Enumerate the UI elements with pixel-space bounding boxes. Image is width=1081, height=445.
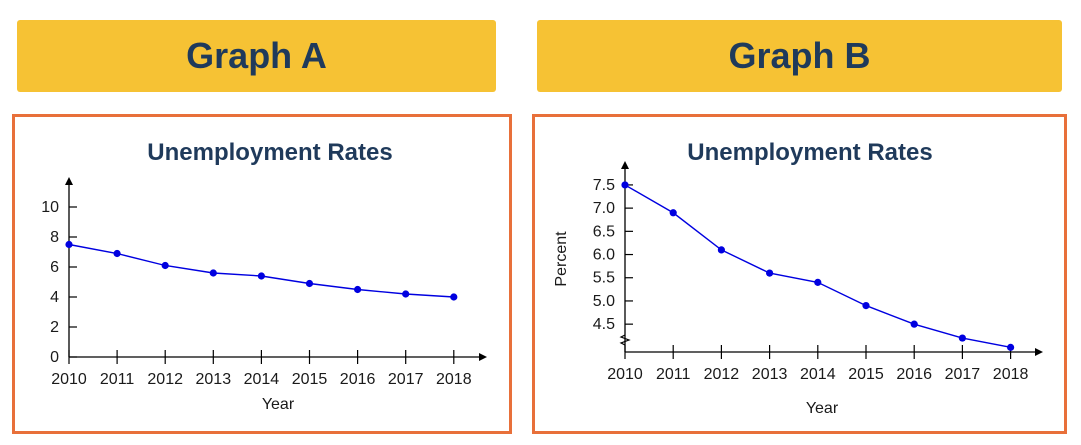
chart-a-series-line	[68, 243, 454, 298]
chart-b-x-tick-label: 2010	[607, 366, 643, 383]
chart-a-y-axis-arrow	[65, 177, 73, 185]
chart-b-data-point	[1007, 343, 1015, 351]
chart-b-data-point	[766, 269, 774, 277]
chart-b-series-line	[624, 184, 1011, 349]
chart-a-data-point	[354, 285, 362, 294]
chart-b-data-point	[958, 334, 966, 342]
chart-b-y-axis-arrow	[621, 161, 629, 169]
chart-a-x-axis-label: Year	[262, 396, 295, 413]
chart-b-data-point	[814, 278, 822, 286]
chart-b-y-tick-label: 7.5	[593, 177, 615, 194]
graph-b-chart: Unemployment Rates 4.5 5.0 5.5 6.0 6.5 7.0 7.5 2…	[553, 139, 1043, 417]
chart-b-title: Unemployment Rates	[687, 139, 932, 166]
chart-a-x-tick-label: 2016	[340, 371, 376, 388]
chart-b-data-point	[669, 209, 677, 217]
chart-a-data-point	[113, 249, 121, 258]
graph-b-banner: Graph B	[537, 20, 1062, 92]
chart-b-y-tick-label: 6.0	[593, 247, 615, 264]
chart-a-y-tick-label: 4	[50, 289, 59, 306]
chart-a-x-tick-label: 2018	[436, 371, 472, 388]
chart-a-x-tick-label: 2013	[196, 371, 232, 388]
graph-b-panel: Unemployment Rates 4.5 5.0 5.5 6.0 6.5 7.0 7.5 2…	[532, 114, 1067, 434]
graph-b-heading: Graph B	[728, 35, 871, 76]
chart-a-title: Unemployment Rates	[147, 139, 392, 166]
chart-b-y-tick-label: 6.5	[593, 223, 615, 240]
chart-b-x-axis-label: Year	[806, 400, 839, 417]
chart-b-x-tick-label: 2014	[800, 366, 836, 383]
chart-b-y-tick-label: 7.0	[593, 200, 615, 217]
graph-a-panel: Unemployment Rates 0 2 4 6 8 10 2010 2011 2012 201…	[12, 114, 512, 434]
chart-b-x-tick-label: 2018	[993, 366, 1029, 383]
chart-a-data-point	[305, 279, 314, 288]
chart-a-x-tick-label: 2010	[51, 371, 87, 388]
chart-a-x-tick-label: 2011	[100, 371, 135, 388]
chart-a-x-tick-label: 2017	[388, 371, 424, 388]
chart-b-x-tick-label: 2016	[896, 366, 932, 383]
chart-a-data-point	[161, 261, 169, 270]
chart-a-x-axis-arrow	[479, 353, 487, 361]
chart-b-data-point	[621, 181, 629, 189]
chart-a-data-point	[257, 272, 265, 280]
chart-b-x-tick-label: 2012	[704, 366, 740, 383]
chart-a-x-tick-label: 2014	[244, 371, 280, 388]
graph-a-banner: Graph A	[17, 20, 496, 92]
chart-a-data-point	[209, 269, 217, 277]
graph-a-chart: Unemployment Rates 0 2 4 6 8 10 2010 2011 2012 201…	[41, 139, 487, 413]
chart-b-x-tick-label: 2011	[656, 366, 691, 383]
chart-a-y-tick-label: 10	[41, 199, 59, 216]
chart-b-x-tick-label: 2013	[752, 366, 788, 383]
chart-b-x-tick-label: 2015	[848, 366, 884, 383]
chart-b-axis-break	[619, 334, 631, 346]
chart-a-data-point	[402, 290, 410, 298]
chart-b-y-axis-label: Percent	[553, 231, 570, 287]
chart-b-y-tick-label: 5.0	[593, 293, 615, 310]
chart-b-data-point	[717, 246, 725, 254]
chart-a-y-tick-label: 0	[50, 349, 59, 366]
chart-b-y-tick-label: 4.5	[593, 316, 615, 333]
chart-b-x-tick-label: 2017	[945, 366, 981, 383]
chart-a-data-point	[65, 240, 73, 249]
chart-b-x-axis-arrow	[1035, 348, 1043, 356]
chart-a-data-point	[450, 293, 458, 301]
chart-b-y-tick-label: 5.5	[593, 270, 615, 287]
chart-a-x-tick-label: 2012	[147, 371, 183, 388]
chart-a-y-tick-label: 8	[50, 229, 59, 246]
graph-a-heading: Graph A	[186, 35, 327, 76]
chart-a-y-tick-label: 2	[50, 319, 59, 336]
chart-a-y-tick-label: 6	[50, 259, 59, 276]
chart-a-x-tick-label: 2015	[292, 371, 328, 388]
chart-b-data-point	[910, 320, 918, 328]
chart-b-data-point	[862, 301, 870, 310]
